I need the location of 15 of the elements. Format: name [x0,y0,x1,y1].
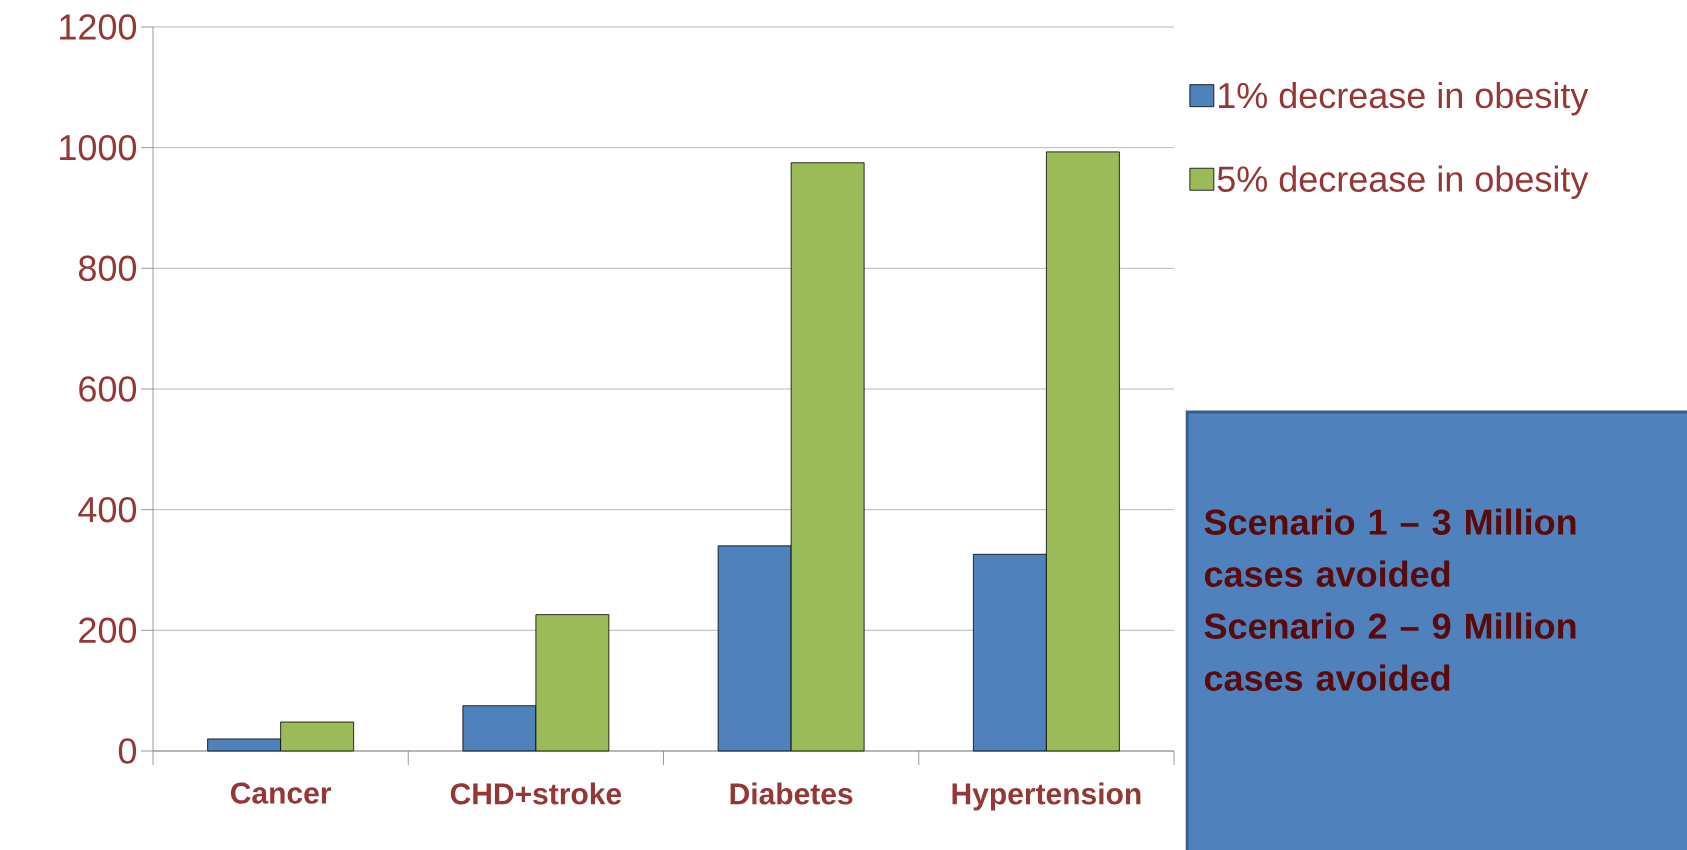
y-tick-label: 600 [79,376,137,402]
x-tick-label: Cancer [231,782,332,804]
y-tick-label: 800 [78,255,137,282]
text: Scenario 1 – 3 Million cases avoided [1204,508,1576,587]
legend-label: 5% decrease in obesity [1217,165,1589,200]
y-tick-label: 0 [118,738,137,764]
x-tick-label: Hypertension [952,782,1141,811]
y-tick-label: 400 [78,496,137,523]
text: Scenario 2 – 9 Million cases avoided [1204,612,1576,691]
legend-label: 1% decrease in obesity [1218,81,1589,116]
x-tick-label: CHD+stroke [450,782,622,805]
y-tick-label: 1000 [60,134,137,161]
y-tick-label: 200 [79,617,137,644]
y-tick-label: 1200 [60,14,137,40]
x-tick-label: Diabetes [730,782,853,805]
